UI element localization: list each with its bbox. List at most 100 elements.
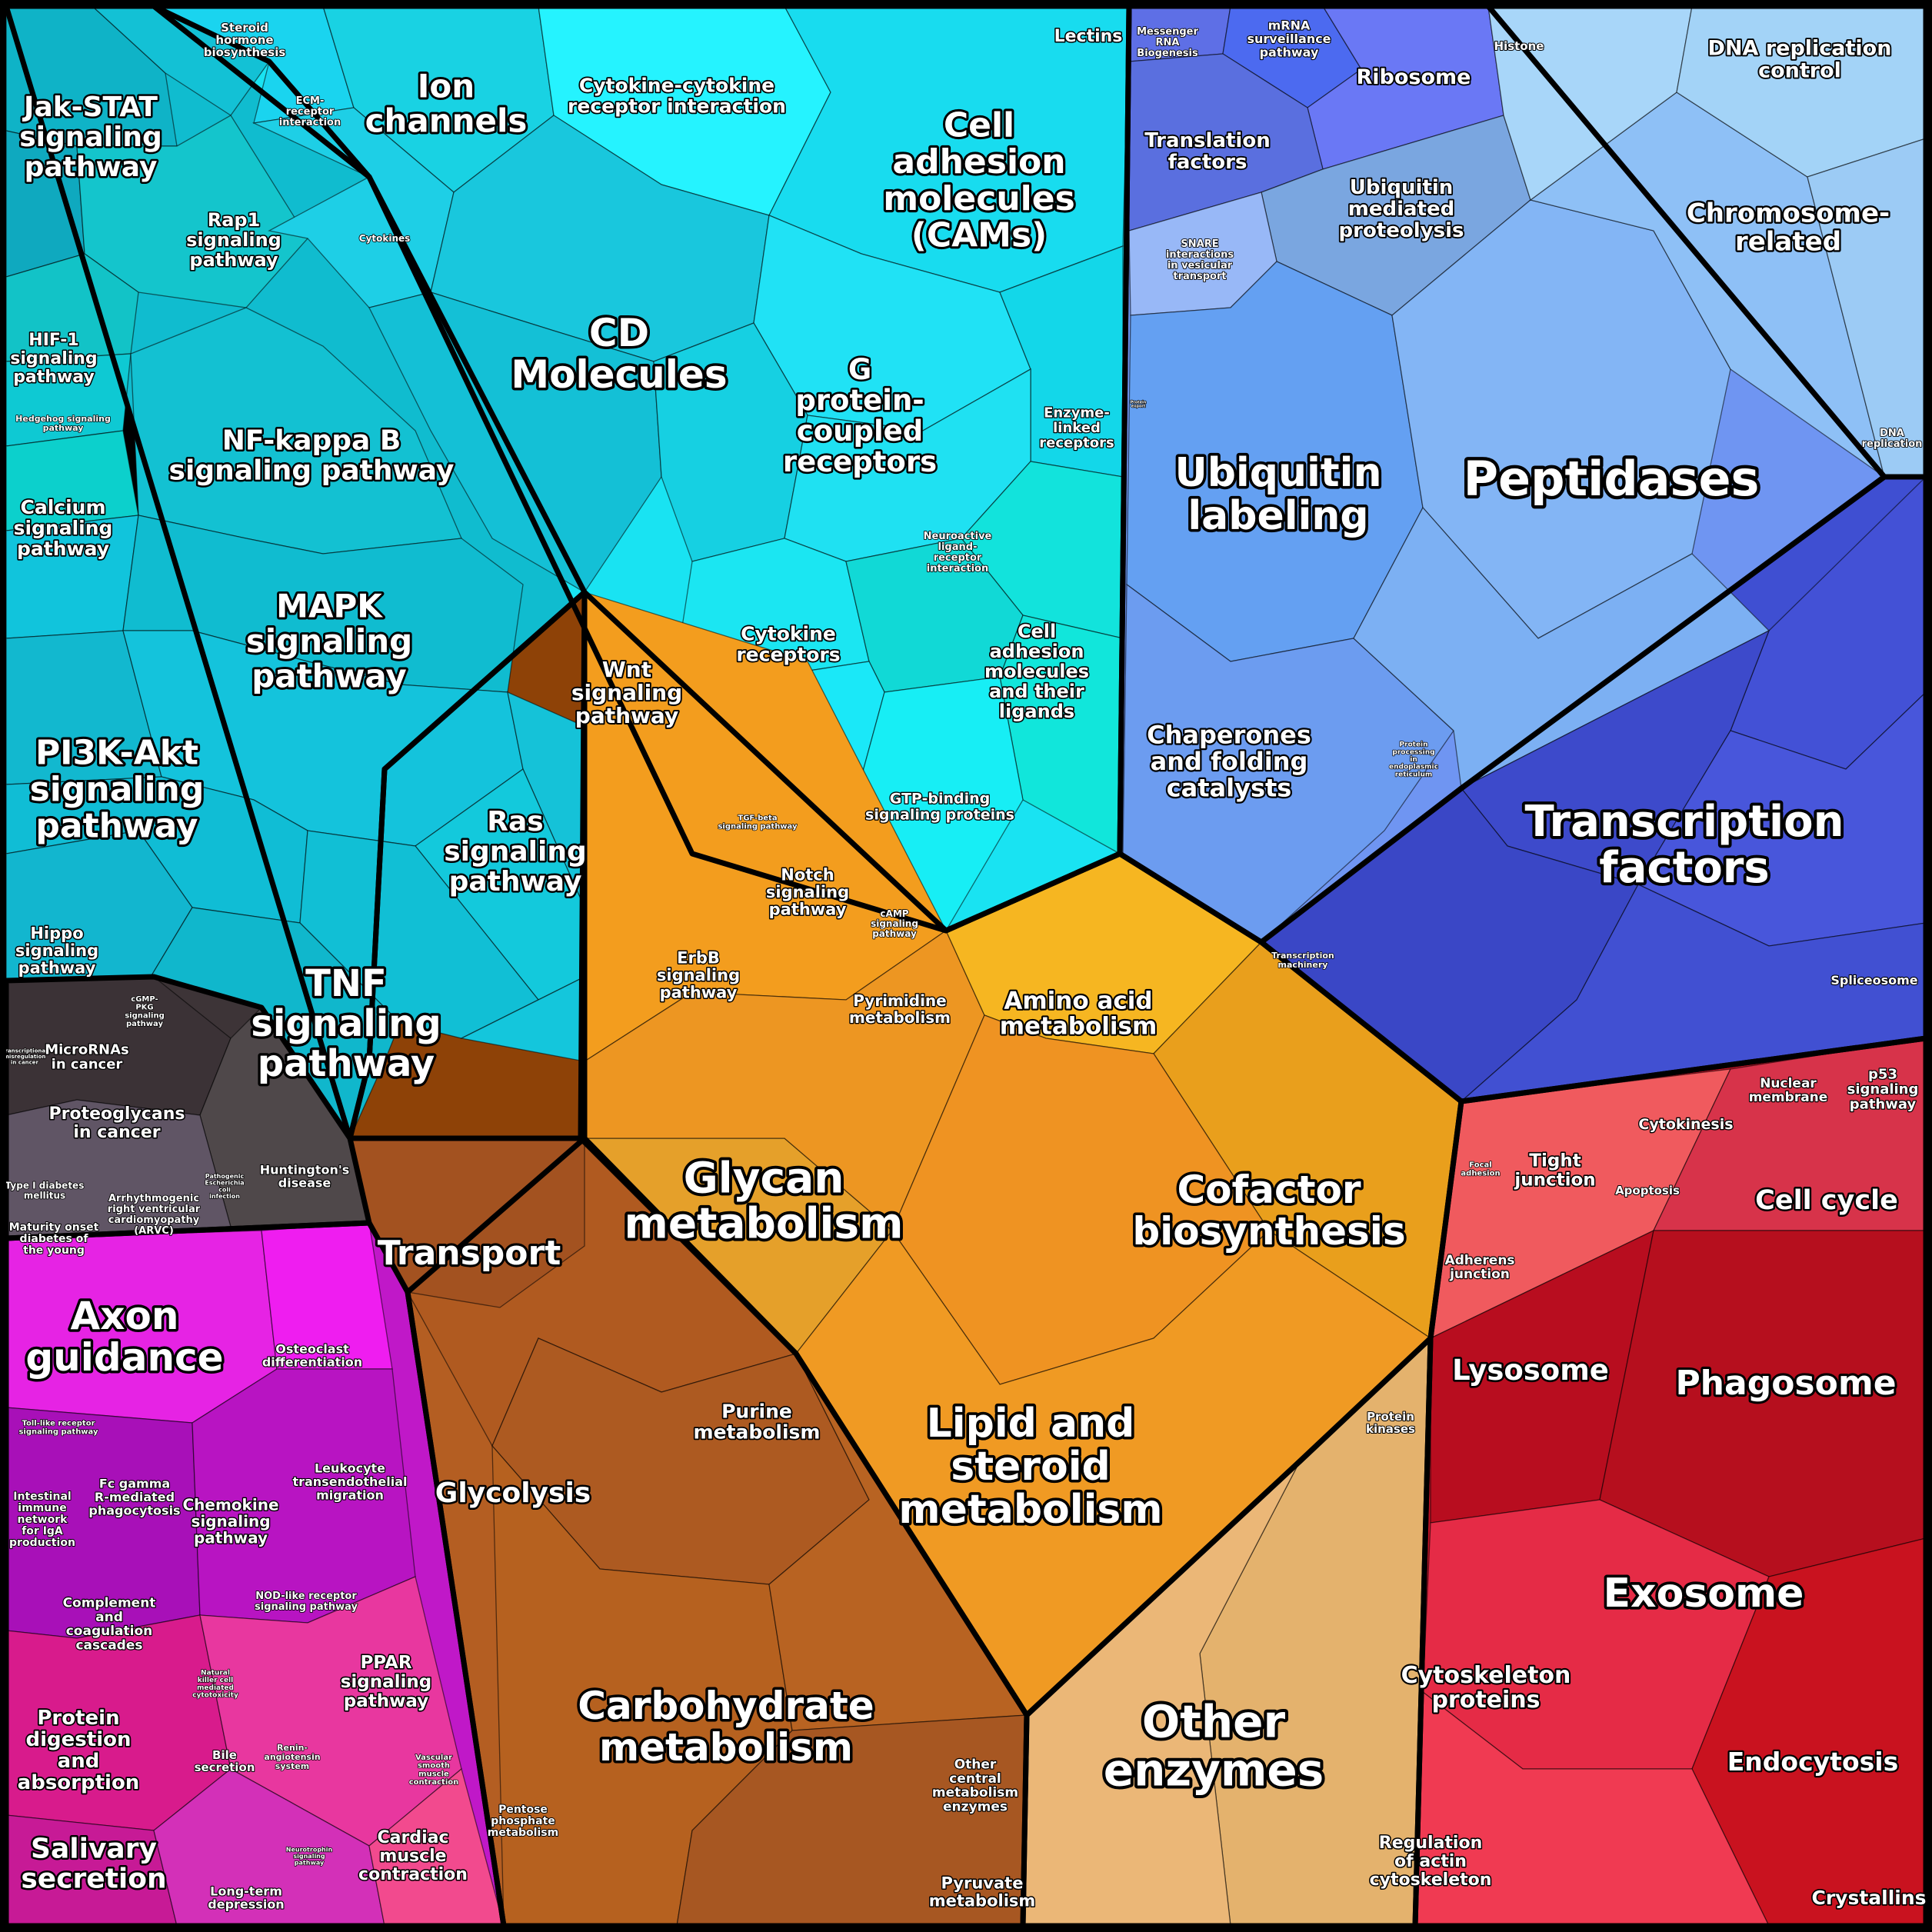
pathway-label: Endocytosis xyxy=(1727,1747,1898,1777)
pathway-label-line: phagocytosis xyxy=(88,1503,180,1517)
pathway-label: Transcriptional misregulation in cancer xyxy=(2,1048,47,1065)
pathway-label-line: Glycan xyxy=(684,1153,844,1202)
pathway-label-line: coli xyxy=(218,1186,231,1193)
pathway-cell xyxy=(999,615,1124,855)
pathway-label: MicroRNAs in cancer xyxy=(45,1041,129,1072)
pathway-label-line: pathway xyxy=(251,657,407,695)
pathway-label-line: of actin xyxy=(1394,1852,1467,1871)
pathway-label-line: signaling pathway xyxy=(718,822,798,831)
pathway-label-line: ligand- xyxy=(938,541,978,552)
pathway-label-line: surveillance xyxy=(1247,32,1331,46)
pathway-label-line: for IgA xyxy=(22,1525,63,1537)
pathway-label-line: signaling pathway xyxy=(169,455,455,486)
pathway-label-line: the young xyxy=(23,1244,85,1257)
pathway-label: Long-term depression xyxy=(208,1884,284,1911)
pathway-label-line: factors xyxy=(1168,151,1247,174)
pathway-label-line: interaction xyxy=(279,117,341,128)
pathway-label-line: Protein xyxy=(1131,400,1147,405)
pathway-label-line: (ARVC) xyxy=(134,1225,174,1237)
pathway-label-line: secretion xyxy=(21,1863,166,1894)
pathway-label-line: G xyxy=(848,353,871,386)
pathway-label-line: enzymes xyxy=(1104,1744,1324,1796)
pathway-label-line: Natural xyxy=(201,1669,230,1677)
pathway-label: Neuroactive ligand-receptor interaction xyxy=(924,530,992,574)
pathway-label-line: export xyxy=(1131,405,1146,409)
pathway-label-line: RNA xyxy=(1156,37,1180,48)
pathway-label: Intestinal immune network for IgA production xyxy=(9,1491,75,1549)
pathway-label-line: machinery xyxy=(1278,959,1328,969)
pathway-label: Exosome xyxy=(1604,1571,1804,1617)
pathway-label-line: metabolism xyxy=(599,1725,853,1770)
pathway-label-line: NF-kappa B xyxy=(222,425,401,456)
pathway-label-line: cardiomyopathy xyxy=(108,1214,200,1226)
pathway-label-line: NOD-like receptor xyxy=(255,1590,357,1601)
pathway-label-line: processing xyxy=(1392,748,1434,756)
pathway-label: DNA replication xyxy=(1862,427,1923,449)
pathway-label-line: Neurotrophin xyxy=(286,1846,333,1853)
pathway-label: Cytokinesis xyxy=(1638,1116,1733,1133)
pathway-label-line: right ventricular xyxy=(108,1203,201,1214)
pathway-label-line: factors xyxy=(1599,843,1770,893)
pathway-label-line: receptors xyxy=(783,445,937,478)
pathway-label-line: interaction xyxy=(927,563,989,575)
pathway-label: Ribosome xyxy=(1357,65,1471,89)
pathway-label: Focal adhesion xyxy=(1461,1161,1500,1178)
pathway-label-line: pathway xyxy=(13,367,95,386)
pathway-label: Purine metabolism xyxy=(694,1400,821,1443)
pathway-label-line: Hedgehog signaling xyxy=(15,414,111,424)
pathway-label-line: Fc gamma xyxy=(99,1476,170,1491)
pathway-label-line: Cell cycle xyxy=(1755,1185,1898,1216)
pathway-label-line: Chaperones xyxy=(1147,720,1311,749)
pathway-label-line: Pentose xyxy=(498,1804,548,1816)
pathway-label-line: metabolism xyxy=(932,1785,1018,1800)
pathway-label-line: Cofactor xyxy=(1177,1168,1361,1212)
pathway-label: Salivary secretion xyxy=(21,1833,166,1894)
pathway-label: Crystallins xyxy=(1811,1887,1926,1909)
pathway-label-line: pathway xyxy=(660,984,738,1002)
pathway-label-line: Salivary xyxy=(31,1833,157,1864)
pathway-label-line: Osteoclast xyxy=(275,1341,349,1356)
pathway-label: Other central metabolism enzymes xyxy=(932,1757,1018,1814)
region-border-transport xyxy=(347,589,588,1141)
pathway-label-line: Axon xyxy=(71,1294,179,1338)
pathway-label-line: interactions xyxy=(1166,248,1234,260)
pathway-label: Lipid and steroid metabolism xyxy=(898,1401,1162,1533)
pathway-label-line: Lipid and xyxy=(927,1401,1135,1447)
pathway-label: Transport xyxy=(378,1234,561,1273)
pathway-label-line: receptor xyxy=(934,552,982,564)
pathway-label-line: and xyxy=(95,1610,123,1625)
pathway-label-line: Proteoglycans xyxy=(49,1104,185,1124)
pathway-label: Cell cycle xyxy=(1755,1185,1898,1216)
pathway-label: SNARE interactions in vesicular transport xyxy=(1166,238,1234,281)
pathway-label-line: Calcium xyxy=(20,496,105,518)
pathway-label-line: Other xyxy=(954,1757,997,1772)
pathway-label-line: signaling proteins xyxy=(865,806,1014,823)
pathway-label-line: adhesion xyxy=(892,142,1065,182)
pathway-label-line: in cancer xyxy=(73,1122,160,1141)
pathway-label-line: in cancer xyxy=(11,1060,39,1066)
pathway-label-line: killer cell xyxy=(198,1677,234,1684)
pathway-label: Rap1 signaling pathway xyxy=(186,209,281,271)
pathway-label-line: Endocytosis xyxy=(1727,1747,1898,1777)
pathway-label: Chromosome-related xyxy=(1687,198,1890,258)
pathway-label-line: metabolism xyxy=(898,1487,1162,1533)
pathway-label: Pentose phosphate metabolism xyxy=(488,1804,558,1839)
pathway-label-line: signaling xyxy=(1847,1081,1919,1098)
pathway-label-line: pathway xyxy=(575,703,678,728)
pathway-label-line: PKG xyxy=(135,1003,153,1011)
pathway-label-line: receptor xyxy=(286,106,335,118)
pathway-label-line: receptors xyxy=(1039,435,1114,451)
pathway-label: Wnt signaling pathway xyxy=(571,656,682,728)
pathway-label: Pathogenic Escherichia coli infection xyxy=(205,1173,244,1200)
pathway-label: GTP-binding signaling proteins xyxy=(865,791,1014,824)
pathway-label-line: Cytokine-cytokine xyxy=(579,74,774,96)
pathway-label: Vascular smooth muscle contraction xyxy=(409,1753,459,1786)
pathway-label-line: ECM- xyxy=(296,95,325,106)
pathway-label: Phagosome xyxy=(1675,1364,1896,1403)
pathway-label-line: signaling xyxy=(444,836,587,868)
pathway-label-line: depression xyxy=(208,1897,284,1911)
pathway-label-line: secretion xyxy=(195,1760,255,1774)
pathway-label-line: Peptidases xyxy=(1464,451,1760,507)
pathway-label: Pyrimidine metabolism xyxy=(849,991,951,1027)
pathway-label-line: MAPK xyxy=(276,587,383,625)
